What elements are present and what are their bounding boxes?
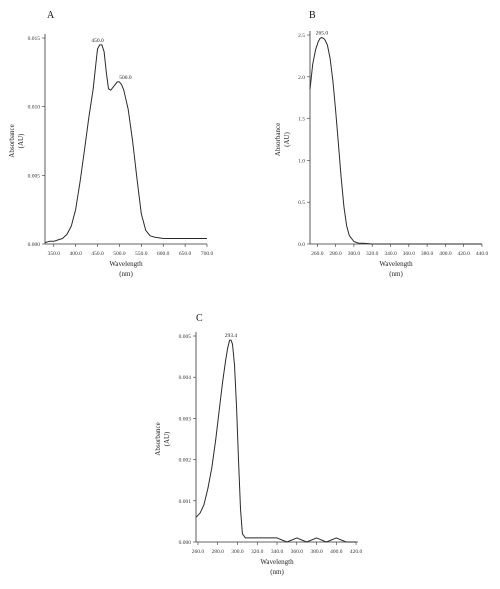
panel-letter: B — [309, 10, 316, 21]
y-axis-title: Absorbance — [154, 422, 162, 455]
x-axis-unit: (nm) — [270, 568, 284, 576]
y-axis-unit: (AU) — [163, 431, 171, 446]
spectrum-line — [195, 339, 356, 543]
x-axis-title: Wavelength — [379, 260, 413, 268]
spectrum-line — [44, 44, 207, 244]
y-tick-label: 0.000 — [179, 540, 192, 546]
x-tick-label: 300.0 — [231, 549, 244, 555]
x-tick-label: 400.0 — [69, 251, 82, 257]
y-tick-label: 0.5 — [298, 200, 305, 206]
y-tick-label: 2.0 — [298, 75, 305, 81]
x-axis-title: Wavelength — [260, 558, 294, 566]
y-axis-title: Absorbance — [274, 123, 282, 156]
y-tick-label: 2.5 — [298, 33, 305, 39]
y-tick-label: 1.0 — [298, 158, 305, 164]
x-tick-label: 650.0 — [179, 251, 192, 257]
y-tick-label: 0.010 — [28, 105, 41, 111]
chart-panel-c: C 0.000 0.001 0.002 0.003 0.004 0.005 260.0 280.… — [154, 313, 362, 576]
x-tick-label: 280.0 — [329, 251, 342, 257]
peak-label: 500.0 — [119, 75, 132, 81]
panel-letter: C — [196, 313, 203, 324]
x-tick-label: 280.0 — [212, 549, 225, 555]
x-tick-label: 340.0 — [271, 549, 284, 555]
x-tick-label: 320.0 — [251, 549, 264, 555]
x-tick-label: 260.0 — [311, 251, 324, 257]
y-tick-label: 0.000 — [28, 242, 41, 248]
panel-letter: A — [47, 10, 55, 21]
x-tick-label: 360.0 — [403, 251, 416, 257]
x-tick-label: 450.0 — [91, 251, 104, 257]
x-tick-label: 440.0 — [476, 251, 489, 257]
y-tick-label: 0.001 — [179, 499, 192, 505]
y-tick-label: 0.002 — [179, 458, 192, 464]
chart-panel-b: B 0.0 0.5 1.0 1.5 2.0 2.5 260.0 280.0 300.0 320.0 3… — [274, 10, 488, 278]
x-axis-title: Wavelength — [109, 260, 143, 268]
x-tick-label: 320.0 — [366, 251, 379, 257]
y-axis-unit: (AU) — [17, 133, 25, 148]
y-tick-label: 0.005 — [28, 173, 41, 179]
peak-label: 265.0 — [316, 31, 329, 37]
x-axis-unit: (nm) — [119, 270, 133, 278]
x-tick-label: 260.0 — [192, 549, 205, 555]
y-tick-label: 1.5 — [298, 117, 305, 123]
x-tick-label: 400.0 — [330, 549, 343, 555]
x-tick-label: 500.0 — [113, 251, 126, 257]
x-tick-label: 360.0 — [291, 549, 304, 555]
y-axis-unit: (AU) — [283, 131, 291, 146]
peak-label: 293.4 — [225, 333, 238, 339]
x-tick-label: 380.0 — [421, 251, 434, 257]
x-tick-label: 550.0 — [135, 251, 148, 257]
y-tick-label: 0.003 — [179, 416, 192, 422]
peak-label: 450.0 — [91, 38, 104, 44]
x-axis-unit: (nm) — [389, 270, 403, 278]
x-tick-label: 350.0 — [48, 251, 61, 257]
y-tick-label: 0.005 — [179, 334, 192, 340]
x-tick-label: 400.0 — [439, 251, 452, 257]
y-tick-label: 0.0 — [298, 242, 305, 248]
x-tick-label: 300.0 — [348, 251, 361, 257]
y-tick-label: 0.004 — [179, 375, 192, 381]
x-tick-label: 600.0 — [157, 251, 170, 257]
x-tick-label: 420.0 — [350, 549, 363, 555]
chart-panel-a: A 0.000 0.005 0.010 0.015 350.0 400.0 450.0 500.… — [8, 10, 213, 278]
y-tick-label: 0.015 — [28, 36, 41, 42]
x-tick-label: 340.0 — [384, 251, 397, 257]
x-tick-label: 380.0 — [310, 549, 323, 555]
x-tick-label: 700.0 — [201, 251, 214, 257]
y-axis-title: Absorbance — [8, 124, 16, 157]
x-tick-label: 420.0 — [458, 251, 471, 257]
spectrum-line — [309, 37, 482, 245]
